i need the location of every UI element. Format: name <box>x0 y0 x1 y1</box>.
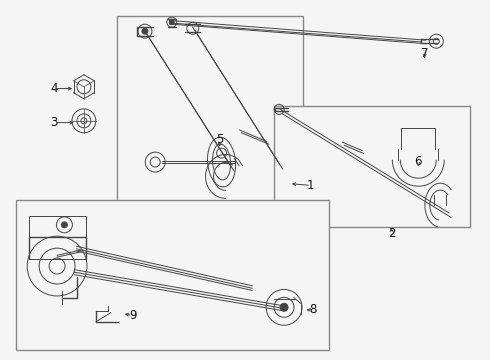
Text: 3: 3 <box>50 116 57 129</box>
Text: 8: 8 <box>310 303 317 316</box>
Text: 7: 7 <box>421 47 428 60</box>
Bar <box>274 107 469 226</box>
Text: 4: 4 <box>50 82 57 95</box>
Text: 2: 2 <box>388 227 395 240</box>
Bar <box>29 216 86 259</box>
Circle shape <box>169 20 174 25</box>
Text: 9: 9 <box>129 309 137 322</box>
Bar <box>117 16 303 202</box>
Circle shape <box>61 222 68 228</box>
Circle shape <box>280 303 288 311</box>
Text: 1: 1 <box>307 179 315 192</box>
Circle shape <box>142 28 148 34</box>
Text: 5: 5 <box>216 133 223 146</box>
Text: 6: 6 <box>415 155 422 168</box>
Bar <box>16 200 329 350</box>
